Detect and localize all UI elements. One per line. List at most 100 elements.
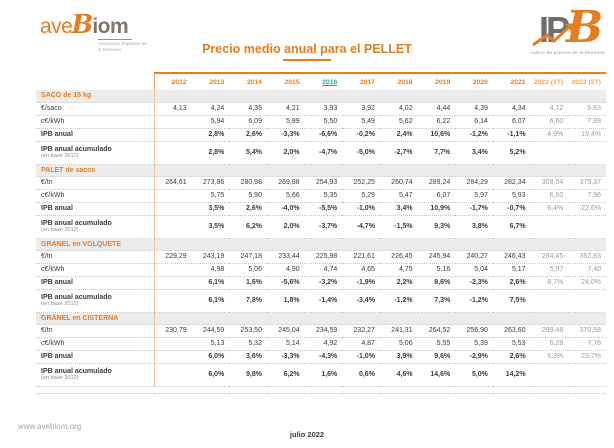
value-cell: 2,2% xyxy=(379,276,418,290)
column-header-2016[interactable]: 2016 xyxy=(304,72,343,90)
value-cell: 241,31 xyxy=(379,324,418,338)
value-cell: 4,98 xyxy=(191,263,230,277)
value-cell: 3,8% xyxy=(455,215,493,239)
value-cell: 6,3% xyxy=(530,350,569,364)
value-cell: 5,62 xyxy=(379,115,418,129)
value-cell: 379,37 xyxy=(568,176,606,190)
table-row: €/saco 4,13 4,24 4,35 4,21 3,93 3,92 4,02 4,44 4,… xyxy=(36,102,606,116)
value-cell: 5,29 xyxy=(342,189,380,203)
value-cell: 245,94 xyxy=(417,250,456,264)
row-label: €/tn xyxy=(36,250,154,264)
value-cell: 6,28 xyxy=(530,337,569,351)
value-cell: 4,65 xyxy=(342,263,380,277)
value-cell: 273,86 xyxy=(191,176,230,190)
value-cell: -3,7% xyxy=(304,215,343,239)
avebiom-logo-rule xyxy=(98,39,132,40)
row-label: €/tn xyxy=(36,176,154,190)
value-cell: 282,34 xyxy=(492,176,531,190)
value-cell: 5,53 xyxy=(492,337,531,351)
value-cell: 5,16 xyxy=(417,263,456,277)
avebiom-logo-tagline: Asociación Española de la Biomasa xyxy=(98,41,148,52)
value-cell: 264,61 xyxy=(153,176,192,190)
avebiom-logo-text-2: iom xyxy=(92,15,129,38)
table-row: IPB anual acumulado (en base 2012) 6,1% 7,8… xyxy=(36,289,606,313)
table-row: c€/kWh 5,94 6,09 5,89 5,50 5,49 5,62 6,22 6,14 6,… xyxy=(36,115,606,129)
value-cell xyxy=(153,141,192,165)
trend-arrow-icon xyxy=(532,23,575,47)
section-title: SACO de 15 kg xyxy=(36,90,154,103)
column-header-2019: 2019 xyxy=(417,72,456,90)
value-cell xyxy=(153,263,192,277)
section-title: PALET de sacos xyxy=(36,164,154,177)
value-cell: 5,93 xyxy=(492,189,531,203)
value-cell: 4,39 xyxy=(455,102,493,116)
value-cell: -1,4% xyxy=(304,289,343,313)
value-cell: 5,4% xyxy=(229,141,267,165)
value-cell: 246,43 xyxy=(492,250,531,264)
value-cell: 7,3% xyxy=(417,289,456,313)
page-title: Precio medio anual para el PELLET xyxy=(202,42,412,56)
value-cell: -2,3% xyxy=(455,276,493,290)
value-cell xyxy=(153,337,192,351)
value-cell: 6,4% xyxy=(530,202,569,216)
value-cell: -0,2% xyxy=(342,128,380,142)
row-label: IPB anual acumulado (en base 2012) xyxy=(36,215,154,239)
value-cell xyxy=(530,289,569,313)
value-cell: -1,0% xyxy=(342,350,380,364)
value-cell: 14,2% xyxy=(492,363,531,387)
table-body: SACO de 15 kg €/saco 4,13 4,24 4,35 4,21 3,93 3… xyxy=(36,90,606,394)
value-cell: 260,74 xyxy=(379,176,418,190)
value-cell: 10,9% xyxy=(417,202,456,216)
table-spacer-row xyxy=(36,386,606,394)
value-cell: 284,29 xyxy=(455,176,493,190)
value-cell: 252,25 xyxy=(342,176,380,190)
row-label: c€/kWh xyxy=(36,115,154,129)
value-cell xyxy=(568,363,606,387)
value-cell: 5,39 xyxy=(455,337,493,351)
value-cell: 234,59 xyxy=(304,324,343,338)
value-cell: 7,8% xyxy=(229,289,267,313)
value-cell: 245,04 xyxy=(266,324,305,338)
value-cell: -5,5% xyxy=(304,202,343,216)
value-cell: 5,14 xyxy=(266,337,305,351)
column-header-2013: 2013 xyxy=(191,72,230,90)
column-header-2017: 2017 xyxy=(342,72,380,90)
pellet-price-table: 2012 2013 2014 2015 2016 2017 2018 2019 2020 2021… xyxy=(36,72,606,394)
value-cell: 23,7% xyxy=(568,350,606,364)
value-cell: 5,2% xyxy=(492,141,531,165)
value-cell xyxy=(530,363,569,387)
value-cell xyxy=(153,350,192,364)
value-cell: 280,98 xyxy=(229,176,267,190)
value-cell: 5,63 xyxy=(568,102,606,116)
section-row: SACO de 15 kg xyxy=(36,90,606,103)
value-cell: 5,0% xyxy=(455,363,493,387)
table-row: IPB anual acumulado (en base 2012) 3,5% 6,2… xyxy=(36,215,606,239)
section-title: GRANEL en VOLQUETE xyxy=(36,238,154,251)
value-cell xyxy=(153,363,192,387)
value-cell: 244,59 xyxy=(191,324,230,338)
value-cell: -2,7% xyxy=(379,141,418,165)
value-cell: 4,74 xyxy=(304,263,343,277)
value-cell: 309,54 xyxy=(530,176,569,190)
table-header-row: 2012 2013 2014 2015 2016 2017 2018 2019 2020 2021… xyxy=(36,72,606,90)
value-cell: 6,0% xyxy=(191,363,230,387)
value-cell: 2,6% xyxy=(229,202,267,216)
value-cell xyxy=(153,276,192,290)
value-cell: -1,2% xyxy=(379,289,418,313)
value-cell: -3,3% xyxy=(266,128,305,142)
row-label: IPB anual acumulado (en base 2012) xyxy=(36,289,154,313)
value-cell: 14,6% xyxy=(417,363,456,387)
value-cell: 4,35 xyxy=(229,102,267,116)
value-cell: 4,6% xyxy=(379,363,418,387)
value-cell: 256,90 xyxy=(455,324,493,338)
value-cell: 8,7% xyxy=(530,276,569,290)
value-cell xyxy=(153,215,192,239)
value-cell: -4,7% xyxy=(304,141,343,165)
value-cell: 230,79 xyxy=(153,324,192,338)
value-cell: 3,4% xyxy=(455,141,493,165)
table-row: IPB anual 6,1% 1,6% -5,6% -3,2% -1,9% 2,2% 8,6%… xyxy=(36,276,606,290)
avebiom-logo: aveBiom Asociación Española de la Biomas… xyxy=(40,12,150,52)
value-cell: 5,90 xyxy=(229,189,267,203)
value-cell: 9,6% xyxy=(417,350,456,364)
